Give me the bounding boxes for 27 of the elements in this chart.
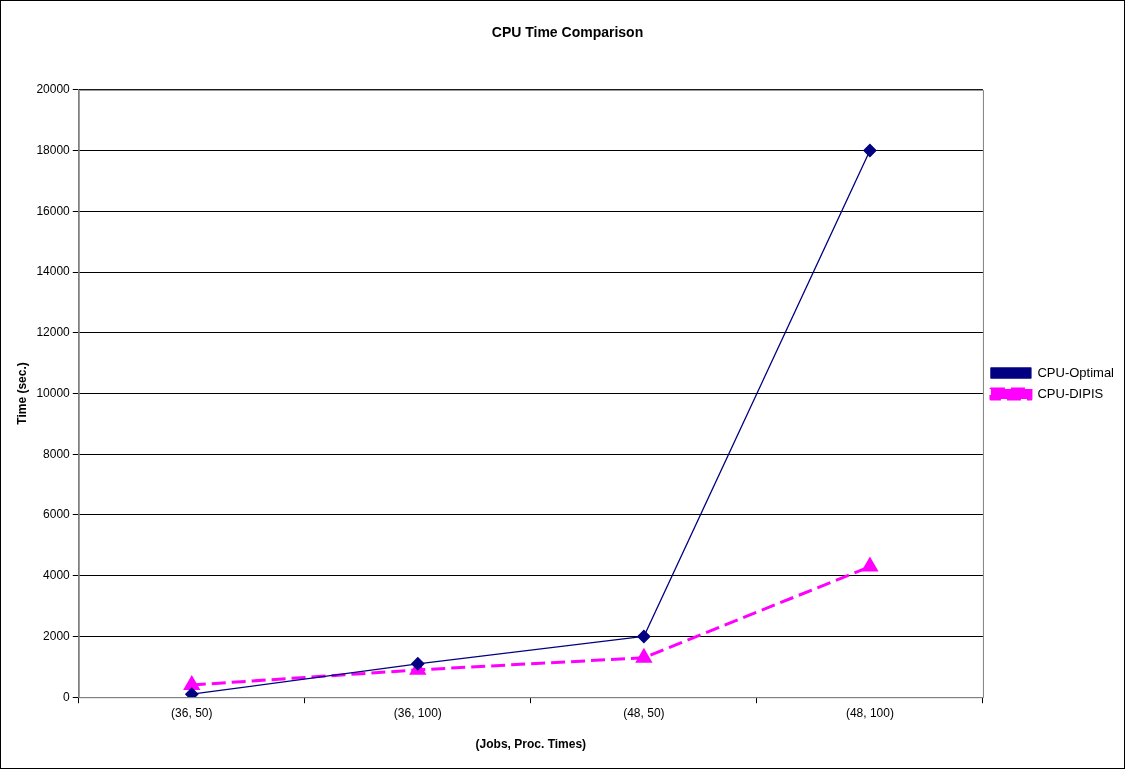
point: [863, 143, 877, 158]
point: [184, 676, 200, 691]
y-tick-label: 10000: [36, 385, 71, 400]
y-tick-label: 2000: [43, 628, 71, 643]
x-axis-title: (Jobs, Proc. Times): [475, 737, 587, 752]
chart-title: CPU Time Comparison: [491, 24, 644, 41]
point: [411, 657, 425, 671]
point: [185, 687, 199, 698]
legend-label: CPU-Optimal: [1037, 364, 1115, 380]
x-tick-label: (48, 50): [623, 705, 665, 720]
y-axis-title: Time (sec.): [14, 362, 29, 425]
legend-label: CPU-DIPIS: [1037, 385, 1104, 401]
y-tick-label: 16000: [36, 203, 71, 218]
y-tick-label: 4000: [43, 568, 71, 583]
point: [862, 558, 878, 572]
x-tick-label: (48, 100): [845, 705, 894, 720]
y-tick-label: 0: [63, 689, 71, 704]
y-tick-label: 18000: [36, 142, 71, 157]
point: [636, 649, 652, 663]
x-tick-label: (36, 100): [393, 705, 442, 720]
y-tick-label: 20000: [36, 82, 71, 97]
x-tick-label: (36, 50): [171, 705, 213, 720]
y-tick-label: 12000: [36, 325, 71, 340]
point: [637, 629, 651, 644]
y-tick-label: 8000: [43, 446, 71, 461]
y-tick-label: 6000: [43, 507, 71, 522]
y-tick-label: 14000: [36, 264, 71, 279]
